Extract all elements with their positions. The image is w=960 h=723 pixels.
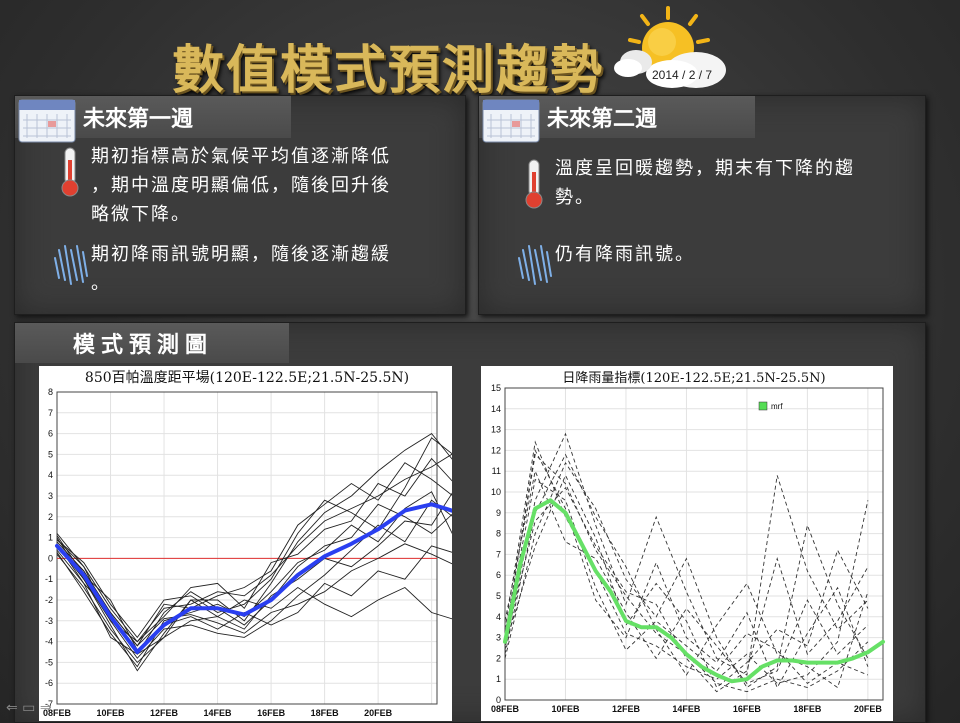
- ensemble-member-line: [56, 491, 486, 668]
- y-tick-label: 5: [496, 591, 501, 601]
- y-tick-label: -2: [45, 595, 53, 605]
- plot-frame: [504, 387, 884, 701]
- y-tick-label: 1: [48, 533, 53, 543]
- x-tick-label: 08FEB: [491, 704, 520, 714]
- ensemble-member-line: [56, 457, 486, 643]
- rain-icon: [518, 245, 552, 285]
- legend-label: mrf: [771, 402, 783, 411]
- y-tick-label: 3: [496, 633, 501, 643]
- y-tick-label: 12: [491, 445, 501, 455]
- y-tick-label: -6: [45, 678, 53, 688]
- y-tick-label: 7: [48, 408, 53, 418]
- date-label: 2014 / 2 / 7: [652, 68, 713, 82]
- ensemble-member-line: [504, 469, 869, 684]
- y-tick-label: 8: [48, 387, 53, 397]
- y-tick-label: 3: [48, 491, 53, 501]
- rain-icon: [54, 245, 88, 285]
- ensemble-member-line: [56, 553, 486, 664]
- thermometer-icon: [525, 159, 543, 209]
- ensemble-member-line: [56, 437, 486, 639]
- x-tick-label: 10FEB: [97, 708, 126, 718]
- y-tick-label: 5: [48, 449, 53, 459]
- y-tick-label: 9: [496, 508, 501, 518]
- y-tick-label: 6: [48, 429, 53, 439]
- ensemble-member-line: [56, 535, 486, 651]
- ensemble-mean-line: [55, 502, 488, 654]
- y-tick-label: 7: [496, 549, 501, 559]
- ensemble-member-line: [504, 461, 869, 689]
- x-tick-label: 14FEB: [672, 704, 701, 714]
- y-tick-label: 1: [496, 674, 501, 684]
- x-tick-label: 20FEB: [364, 708, 393, 718]
- x-tick-label: 14FEB: [204, 708, 233, 718]
- ensemble-member-line: [56, 445, 486, 643]
- x-tick-label: 12FEB: [612, 704, 641, 714]
- plot-frame: [56, 391, 438, 705]
- ensemble-member-line: [504, 453, 869, 689]
- ensemble-member-line: [504, 478, 869, 684]
- x-tick-label: 10FEB: [551, 704, 580, 714]
- sun-cloud-icon: [614, 6, 726, 88]
- x-tick-label: 08FEB: [43, 708, 72, 718]
- rainfall-index-chart: 日降雨量指標(120E-122.5E;21.5N-25.5N) 0 1 2 3 4 5 6 7 8…: [481, 366, 893, 721]
- y-tick-label: 4: [48, 470, 53, 480]
- ensemble-mean-line: [503, 498, 885, 684]
- y-tick-label: 13: [491, 425, 501, 435]
- week2-rain-text: 仍有降雨訊號。: [555, 244, 695, 265]
- x-tick-label: 18FEB: [311, 708, 340, 718]
- ensemble-member-line: [504, 453, 869, 693]
- temperature-anomaly-chart: 850百帕溫度距平場(120E-122.5E;21.5N-25.5N) -7 -6 -…: [39, 366, 488, 721]
- week1-rain-text: 期初降雨訊號明顯，隨後逐漸趨緩 。: [91, 244, 391, 294]
- y-tick-label: 15: [491, 383, 501, 393]
- ensemble-member-line: [504, 487, 869, 693]
- chart-title: 850百帕溫度距平場(120E-122.5E;21.5N-25.5N): [85, 370, 409, 386]
- y-tick-label: 11: [492, 466, 501, 476]
- x-tick-label: 20FEB: [854, 704, 883, 714]
- charts-section-title: 模式預測圖: [15, 323, 289, 363]
- ensemble-member-line: [504, 440, 869, 684]
- y-tick-label: -1: [45, 574, 53, 584]
- week2-title: 未來第二週: [479, 96, 755, 138]
- y-tick-label: -4: [45, 637, 53, 647]
- y-tick-label: 14: [491, 404, 501, 414]
- y-tick-label: 0: [48, 553, 53, 563]
- y-tick-label: 2: [48, 512, 53, 522]
- calendar-icon: [482, 99, 540, 143]
- y-tick-label: 4: [496, 612, 501, 622]
- thermometer-icon: [61, 147, 79, 197]
- y-tick-label: -7: [45, 699, 53, 709]
- ensemble-member-line: [504, 432, 869, 676]
- week2-temperature-text: 溫度呈回暖趨勢，期末有下降的趨 勢。: [555, 158, 855, 208]
- rainfall-index-plot: 日降雨量指標(120E-122.5E;21.5N-25.5N)012345678…: [491, 371, 885, 714]
- x-tick-label: 18FEB: [793, 704, 822, 714]
- y-tick-label: 6: [496, 570, 501, 580]
- ensemble-member-line: [56, 433, 486, 672]
- legend-swatch: [758, 401, 768, 411]
- y-tick-label: 10: [491, 487, 501, 497]
- temperature-anomaly-plot: 850百帕溫度距平場(120E-122.5E;21.5N-25.5N) -7 -6 -…: [43, 370, 488, 718]
- x-tick-label: 16FEB: [733, 704, 762, 714]
- x-tick-label: 12FEB: [150, 708, 179, 718]
- calendar-icon: [18, 99, 76, 143]
- y-tick-label: -5: [45, 657, 53, 667]
- page-title: 數值模式預測趨勢: [172, 41, 605, 101]
- x-tick-label: 16FEB: [257, 708, 286, 718]
- ensemble-member-line: [56, 499, 486, 659]
- ensemble-member-line: [504, 474, 869, 689]
- y-tick-label: 0: [496, 695, 501, 705]
- week1-temperature-text: 期初指標高於氣候平均值逐漸降低 ，期中溫度明顯偏低，隨後回升後 略微下降。: [91, 146, 391, 225]
- week1-panel: 未來第一週 期初指標高於氣候平均值逐漸降低 ，期中溫度明顯偏低，隨後回升後 略微…: [14, 95, 466, 315]
- y-tick-label: 8: [496, 529, 501, 539]
- ensemble-member-line: [56, 482, 486, 655]
- y-tick-label: 2: [496, 653, 501, 663]
- week2-panel: 未來第二週 溫度呈回暖趨勢，期末有下降的趨 勢。: [478, 95, 926, 315]
- slide-nav-icon[interactable]: ⇐ ▭ ⇒: [6, 700, 52, 716]
- ensemble-member-line: [504, 448, 869, 689]
- chart-title: 日降雨量指標(120E-122.5E;21.5N-25.5N): [562, 371, 825, 386]
- y-tick-label: -3: [45, 616, 53, 626]
